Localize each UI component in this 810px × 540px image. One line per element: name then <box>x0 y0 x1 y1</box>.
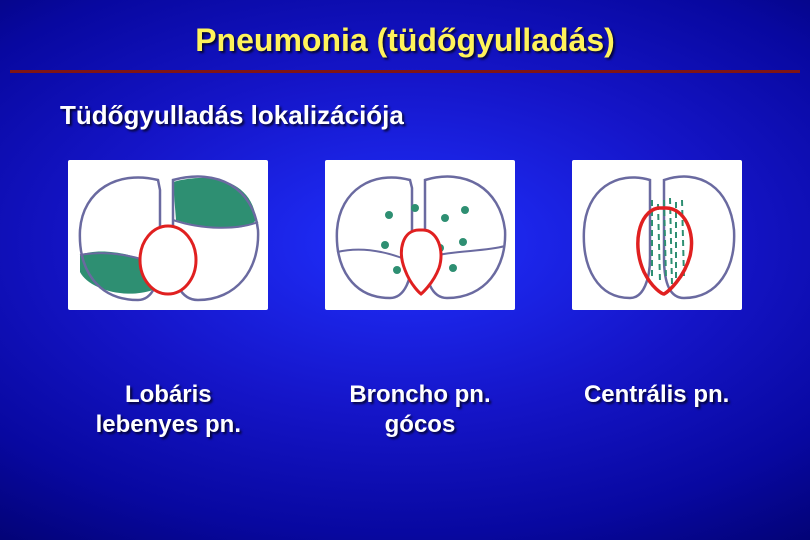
caption-lobar-l1: Lobáris <box>125 381 212 408</box>
figure-row: Lobáris lebenyes pn. Broncho pn. gócos <box>0 160 810 440</box>
focus-dot <box>411 204 419 212</box>
slide-title: Pneumonia (tüdőgyulladás) <box>0 22 810 59</box>
figure-lobar: Lobáris lebenyes pn. <box>68 160 268 440</box>
focus-dot <box>449 264 457 272</box>
caption-central: Centrális pn. <box>584 380 729 410</box>
hatch-line <box>682 200 684 278</box>
right-lung-outline <box>664 177 734 298</box>
caption-central-l1: Centrális pn. <box>584 381 729 408</box>
title-underline <box>10 70 800 73</box>
caption-broncho-l2: gócos <box>385 411 456 438</box>
focus-dot <box>461 206 469 214</box>
drawing-lobar <box>68 160 268 310</box>
hatch-line <box>670 198 672 284</box>
drawing-central <box>572 160 742 310</box>
figure-central: Centrális pn. <box>572 160 742 410</box>
focus-dot <box>441 214 449 222</box>
slide: Pneumonia (tüdőgyulladás) Tüdőgyulladás … <box>0 0 810 540</box>
fill-upper-right-lobe <box>173 178 256 228</box>
heart-outline <box>140 226 196 294</box>
hatch-line <box>658 204 660 282</box>
focus-dot <box>385 211 393 219</box>
caption-lobar: Lobáris lebenyes pn. <box>96 380 241 440</box>
focus-dot <box>381 241 389 249</box>
focus-dot <box>393 266 401 274</box>
left-lung-outline <box>337 177 412 298</box>
figure-broncho: Broncho pn. gócos <box>325 160 515 440</box>
left-lung-outline <box>583 177 649 298</box>
caption-broncho-l1: Broncho pn. <box>349 381 490 408</box>
caption-broncho: Broncho pn. gócos <box>349 380 490 440</box>
drawing-broncho <box>325 160 515 310</box>
caption-lobar-l2: lebenyes pn. <box>96 411 241 438</box>
focus-dot <box>459 238 467 246</box>
subtitle: Tüdőgyulladás lokalizációja <box>60 100 404 131</box>
